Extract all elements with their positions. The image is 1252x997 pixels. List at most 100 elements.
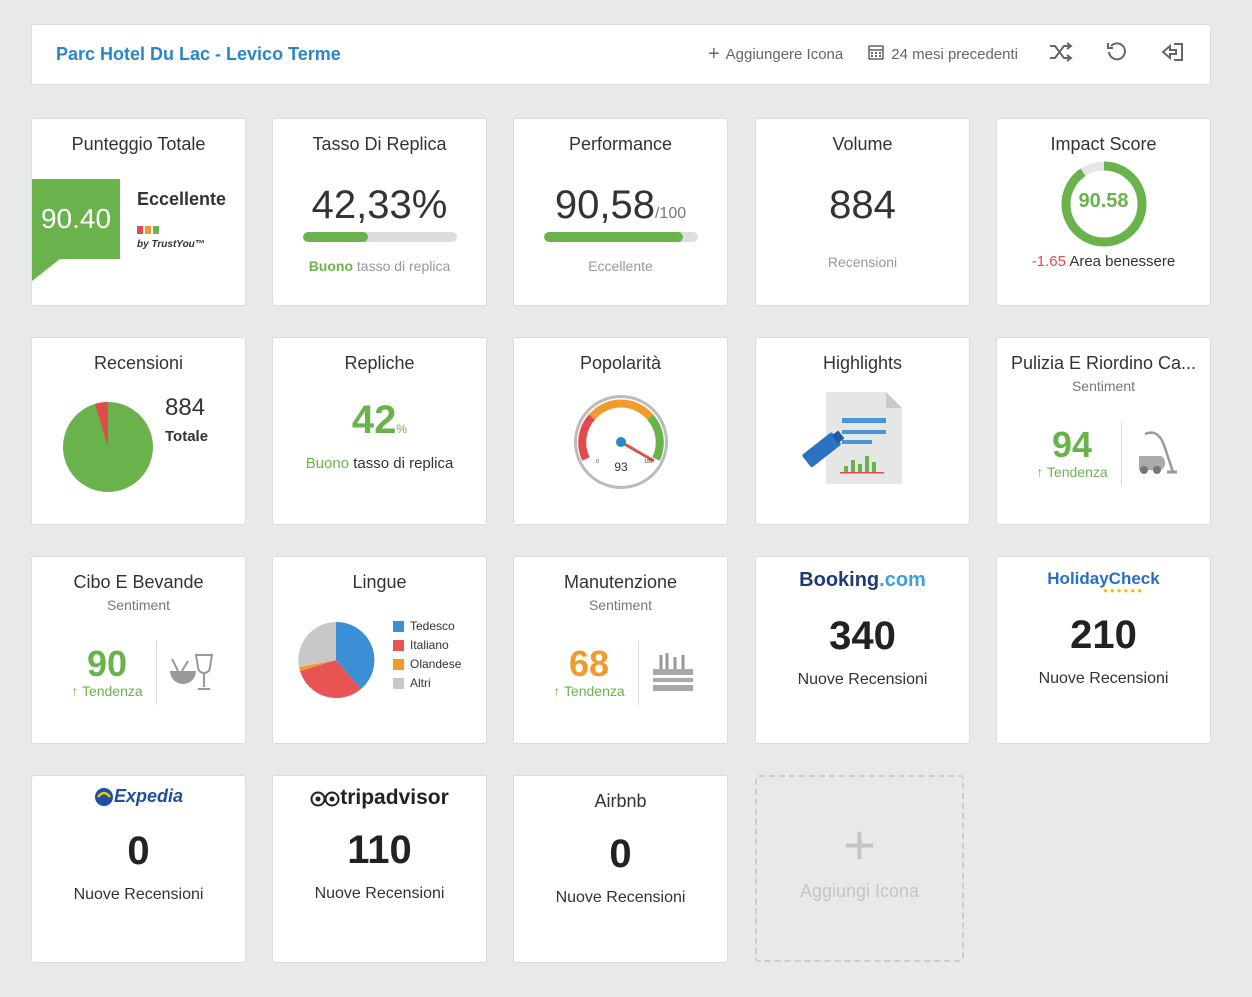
- period-label: 24 mesi precedenti: [891, 46, 1018, 63]
- add-icon-label: Aggiungere Icona: [725, 46, 844, 63]
- svg-text:0: 0: [596, 459, 599, 465]
- tile-title: Highlights: [822, 353, 903, 373]
- performance-value: 90,58/100: [554, 183, 687, 227]
- sentiment-value: 90: [86, 643, 128, 684]
- tripadvisor-count: 110: [347, 828, 412, 872]
- trend-label: ↑ Tendenza: [553, 683, 625, 699]
- score-flag: 90.40: [32, 179, 120, 281]
- tile-impact-score[interactable]: Impact Score 90.58 -1.65 Area benessere: [996, 118, 1211, 306]
- popularity-gauge: 93 0 100: [574, 395, 668, 489]
- reviews-pie: [63, 402, 153, 492]
- shuffle-icon[interactable]: [1048, 41, 1074, 69]
- legend-item-italiano: Italiano: [393, 638, 461, 652]
- tile-highlights[interactable]: Highlights: [755, 337, 970, 525]
- tile-subtitle: Sentiment: [106, 597, 171, 613]
- tile-tasso-di-replica[interactable]: Tasso Di Replica 42,33% Buono tasso di r…: [272, 118, 487, 306]
- tile-popolarita[interactable]: Popolarità 93 0 100: [513, 337, 728, 525]
- rating-label: Eccellente: [137, 189, 227, 209]
- add-tile-label: Aggiungi Icona: [799, 881, 920, 901]
- tripadvisor-caption: Nuove Recensioni: [314, 885, 445, 902]
- add-icon-button[interactable]: + Aggiungere Icona: [708, 43, 843, 66]
- svg-text:93: 93: [614, 460, 628, 474]
- tile-punteggio-totale[interactable]: Punteggio Totale 90.40 Eccellente by Tru…: [31, 118, 246, 306]
- hotel-title[interactable]: Parc Hotel Du Lac - Levico Terme: [56, 44, 341, 64]
- reply-rate-caption: Buono tasso di replica: [308, 258, 451, 274]
- tile-expedia[interactable]: Expedia 0 Nuove Recensioni: [31, 775, 246, 963]
- reply-rate-value: 42,33%: [311, 183, 448, 227]
- impact-value: 90.58: [1078, 190, 1129, 212]
- tile-subtitle: Sentiment: [1071, 378, 1136, 394]
- holidaycheck-logo: HolidayCheck: [1047, 569, 1160, 588]
- food-drink-icon: [170, 654, 214, 690]
- airbnb-caption: Nuove Recensioni: [555, 889, 686, 906]
- tile-booking[interactable]: Booking.com 340 Nuove Recensioni: [755, 556, 970, 744]
- tile-recensioni[interactable]: Recensioni 884 Totale: [31, 337, 246, 525]
- sentiment-value: 94: [1051, 424, 1093, 465]
- score-value: 90.40: [40, 203, 112, 234]
- tile-title: Volume: [832, 134, 893, 154]
- tile-title: Tasso Di Replica: [312, 134, 447, 154]
- tile-title: Performance: [568, 134, 673, 154]
- trend-label: ↑ Tendenza: [1036, 464, 1108, 480]
- legend-item-tedesco: Tedesco: [393, 619, 461, 633]
- tile-airbnb[interactable]: Airbnb 0 Nuove Recensioni: [513, 775, 728, 963]
- languages-legend: Tedesco Italiano Olandese Altri: [393, 619, 461, 695]
- legend-item-altri: Altri: [393, 676, 461, 690]
- tile-repliche[interactable]: Repliche 42% Buono tasso di replica: [272, 337, 487, 525]
- tile-title: Punteggio Totale: [71, 134, 206, 154]
- reply-rate-bar: [302, 232, 457, 242]
- tile-holidaycheck[interactable]: HolidayCheck ●●●●●● 210 Nuove Recensioni: [996, 556, 1211, 744]
- holidaycheck-stars: ●●●●●●: [1103, 586, 1144, 595]
- booking-logo: Booking.com: [799, 569, 926, 591]
- tile-title: Pulizia E Riordino Ca...: [1010, 353, 1197, 373]
- period-selector[interactable]: 24 mesi precedenti: [867, 43, 1018, 67]
- tile-performance[interactable]: Performance 90,58/100 Eccellente: [513, 118, 728, 306]
- owl-icon: [310, 791, 340, 807]
- svg-text:100: 100: [644, 459, 653, 465]
- legend-item-olandese: Olandese: [393, 657, 461, 671]
- trustyou-label: by TrustYou™: [137, 239, 205, 250]
- expedia-count: 0: [127, 829, 150, 873]
- tile-title: Airbnb: [594, 791, 647, 811]
- expedia-logo: Expedia: [32, 786, 245, 807]
- airbnb-count: 0: [609, 832, 632, 876]
- toolbox-icon: [653, 653, 693, 691]
- holidaycheck-count: 210: [1070, 613, 1137, 657]
- impact-delta-line: -1.65 Area benessere: [1031, 253, 1176, 270]
- booking-caption: Nuove Recensioni: [797, 671, 928, 688]
- tile-title: Lingue: [352, 572, 407, 592]
- volume-caption: Recensioni: [827, 254, 898, 270]
- dashboard-header: Parc Hotel Du Lac - Levico Terme + Aggiu…: [31, 24, 1211, 85]
- reviews-total-label: Totale: [165, 428, 209, 445]
- tile-cibo-bevande[interactable]: Cibo E Bevande Sentiment 90 ↑ Tendenza: [31, 556, 246, 744]
- tile-title: Popolarità: [579, 353, 662, 373]
- plus-icon: +: [707, 43, 720, 65]
- sentiment-value: 68: [568, 643, 610, 684]
- repliche-value: 42%: [351, 398, 408, 442]
- tile-manutenzione[interactable]: Manutenzione Sentiment 68 ↑ Tendenza: [513, 556, 728, 744]
- tripadvisor-logo: tripadvisor: [273, 786, 486, 810]
- tile-subtitle: Sentiment: [588, 597, 653, 613]
- performance-caption: Eccellente: [588, 258, 653, 274]
- refresh-icon[interactable]: [1104, 40, 1130, 70]
- tile-pulizia[interactable]: Pulizia E Riordino Ca... Sentiment 94 ↑ …: [996, 337, 1211, 525]
- vacuum-icon: [1139, 431, 1177, 474]
- plus-icon: +: [843, 813, 876, 876]
- tile-title: Cibo E Bevande: [73, 572, 204, 592]
- add-tile-button[interactable]: + Aggiungi Icona: [755, 775, 964, 962]
- tile-title: Manutenzione: [563, 572, 678, 592]
- highlights-document-icon: [802, 392, 902, 484]
- tile-lingue[interactable]: Lingue Tedesco Italiano Olandese Altri: [272, 556, 487, 744]
- trend-label: ↑ Tendenza: [71, 683, 143, 699]
- globe-icon: [94, 787, 113, 806]
- calendar-icon: [867, 43, 885, 67]
- tile-title: Repliche: [344, 353, 415, 373]
- performance-bar: [543, 232, 698, 242]
- booking-count: 340: [829, 614, 896, 658]
- share-icon[interactable]: [1160, 40, 1186, 70]
- holidaycheck-caption: Nuove Recensioni: [1038, 670, 1169, 687]
- trustyou-logo: [137, 226, 159, 234]
- impact-ring: 90.58: [1059, 159, 1149, 249]
- tile-volume[interactable]: Volume 884 Recensioni: [755, 118, 970, 306]
- tile-tripadvisor[interactable]: tripadvisor 110 Nuove Recensioni: [272, 775, 487, 963]
